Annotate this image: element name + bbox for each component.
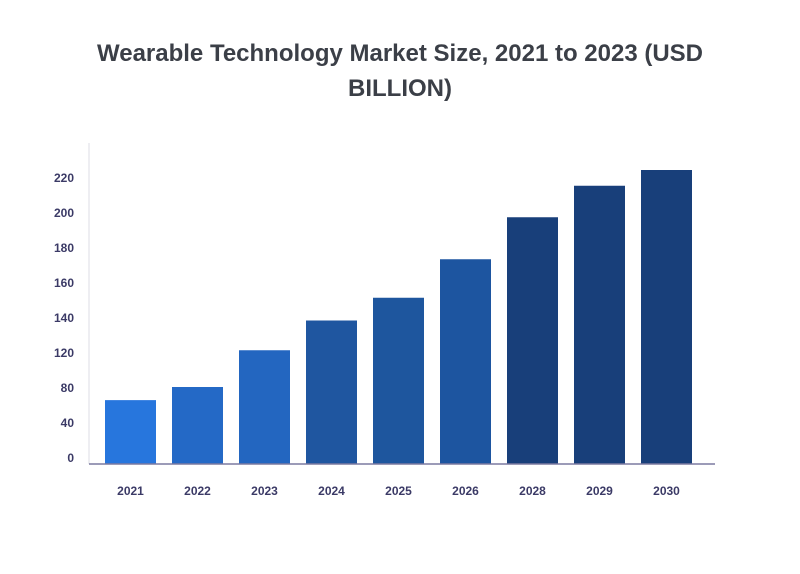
bar-2028: [507, 217, 558, 464]
x-tick-label: 2024: [318, 484, 345, 498]
y-tick-label: 140: [54, 311, 74, 325]
bar-2024: [306, 320, 357, 464]
x-tick-label: 2025: [385, 484, 412, 498]
y-tick-label: 0: [67, 451, 74, 465]
y-tick-label: 200: [54, 206, 74, 220]
y-tick-label: 120: [54, 346, 74, 360]
bar-2029: [574, 185, 625, 464]
x-tick-label: 2028: [519, 484, 546, 498]
x-tick-label: 2023: [251, 484, 278, 498]
x-tick-label: 2029: [586, 484, 613, 498]
x-tick-label: 2022: [184, 484, 211, 498]
y-tick-label: 220: [54, 171, 74, 185]
y-tick-label: 160: [54, 276, 74, 290]
y-tick-label: 40: [61, 416, 75, 430]
bar-2022: [172, 387, 223, 464]
bar-2026: [440, 259, 491, 464]
bar-2025: [373, 297, 424, 464]
bar-2030: [641, 170, 692, 464]
x-tick-label: 2030: [653, 484, 680, 498]
y-tick-label: 80: [61, 381, 75, 395]
x-tick-label: 2021: [117, 484, 144, 498]
bar-2021: [105, 400, 156, 464]
y-tick-label: 180: [54, 241, 74, 255]
bar-2023: [239, 350, 290, 464]
x-tick-label: 2026: [452, 484, 479, 498]
chart-title: Wearable Technology Market Size, 2021 to…: [97, 40, 703, 102]
